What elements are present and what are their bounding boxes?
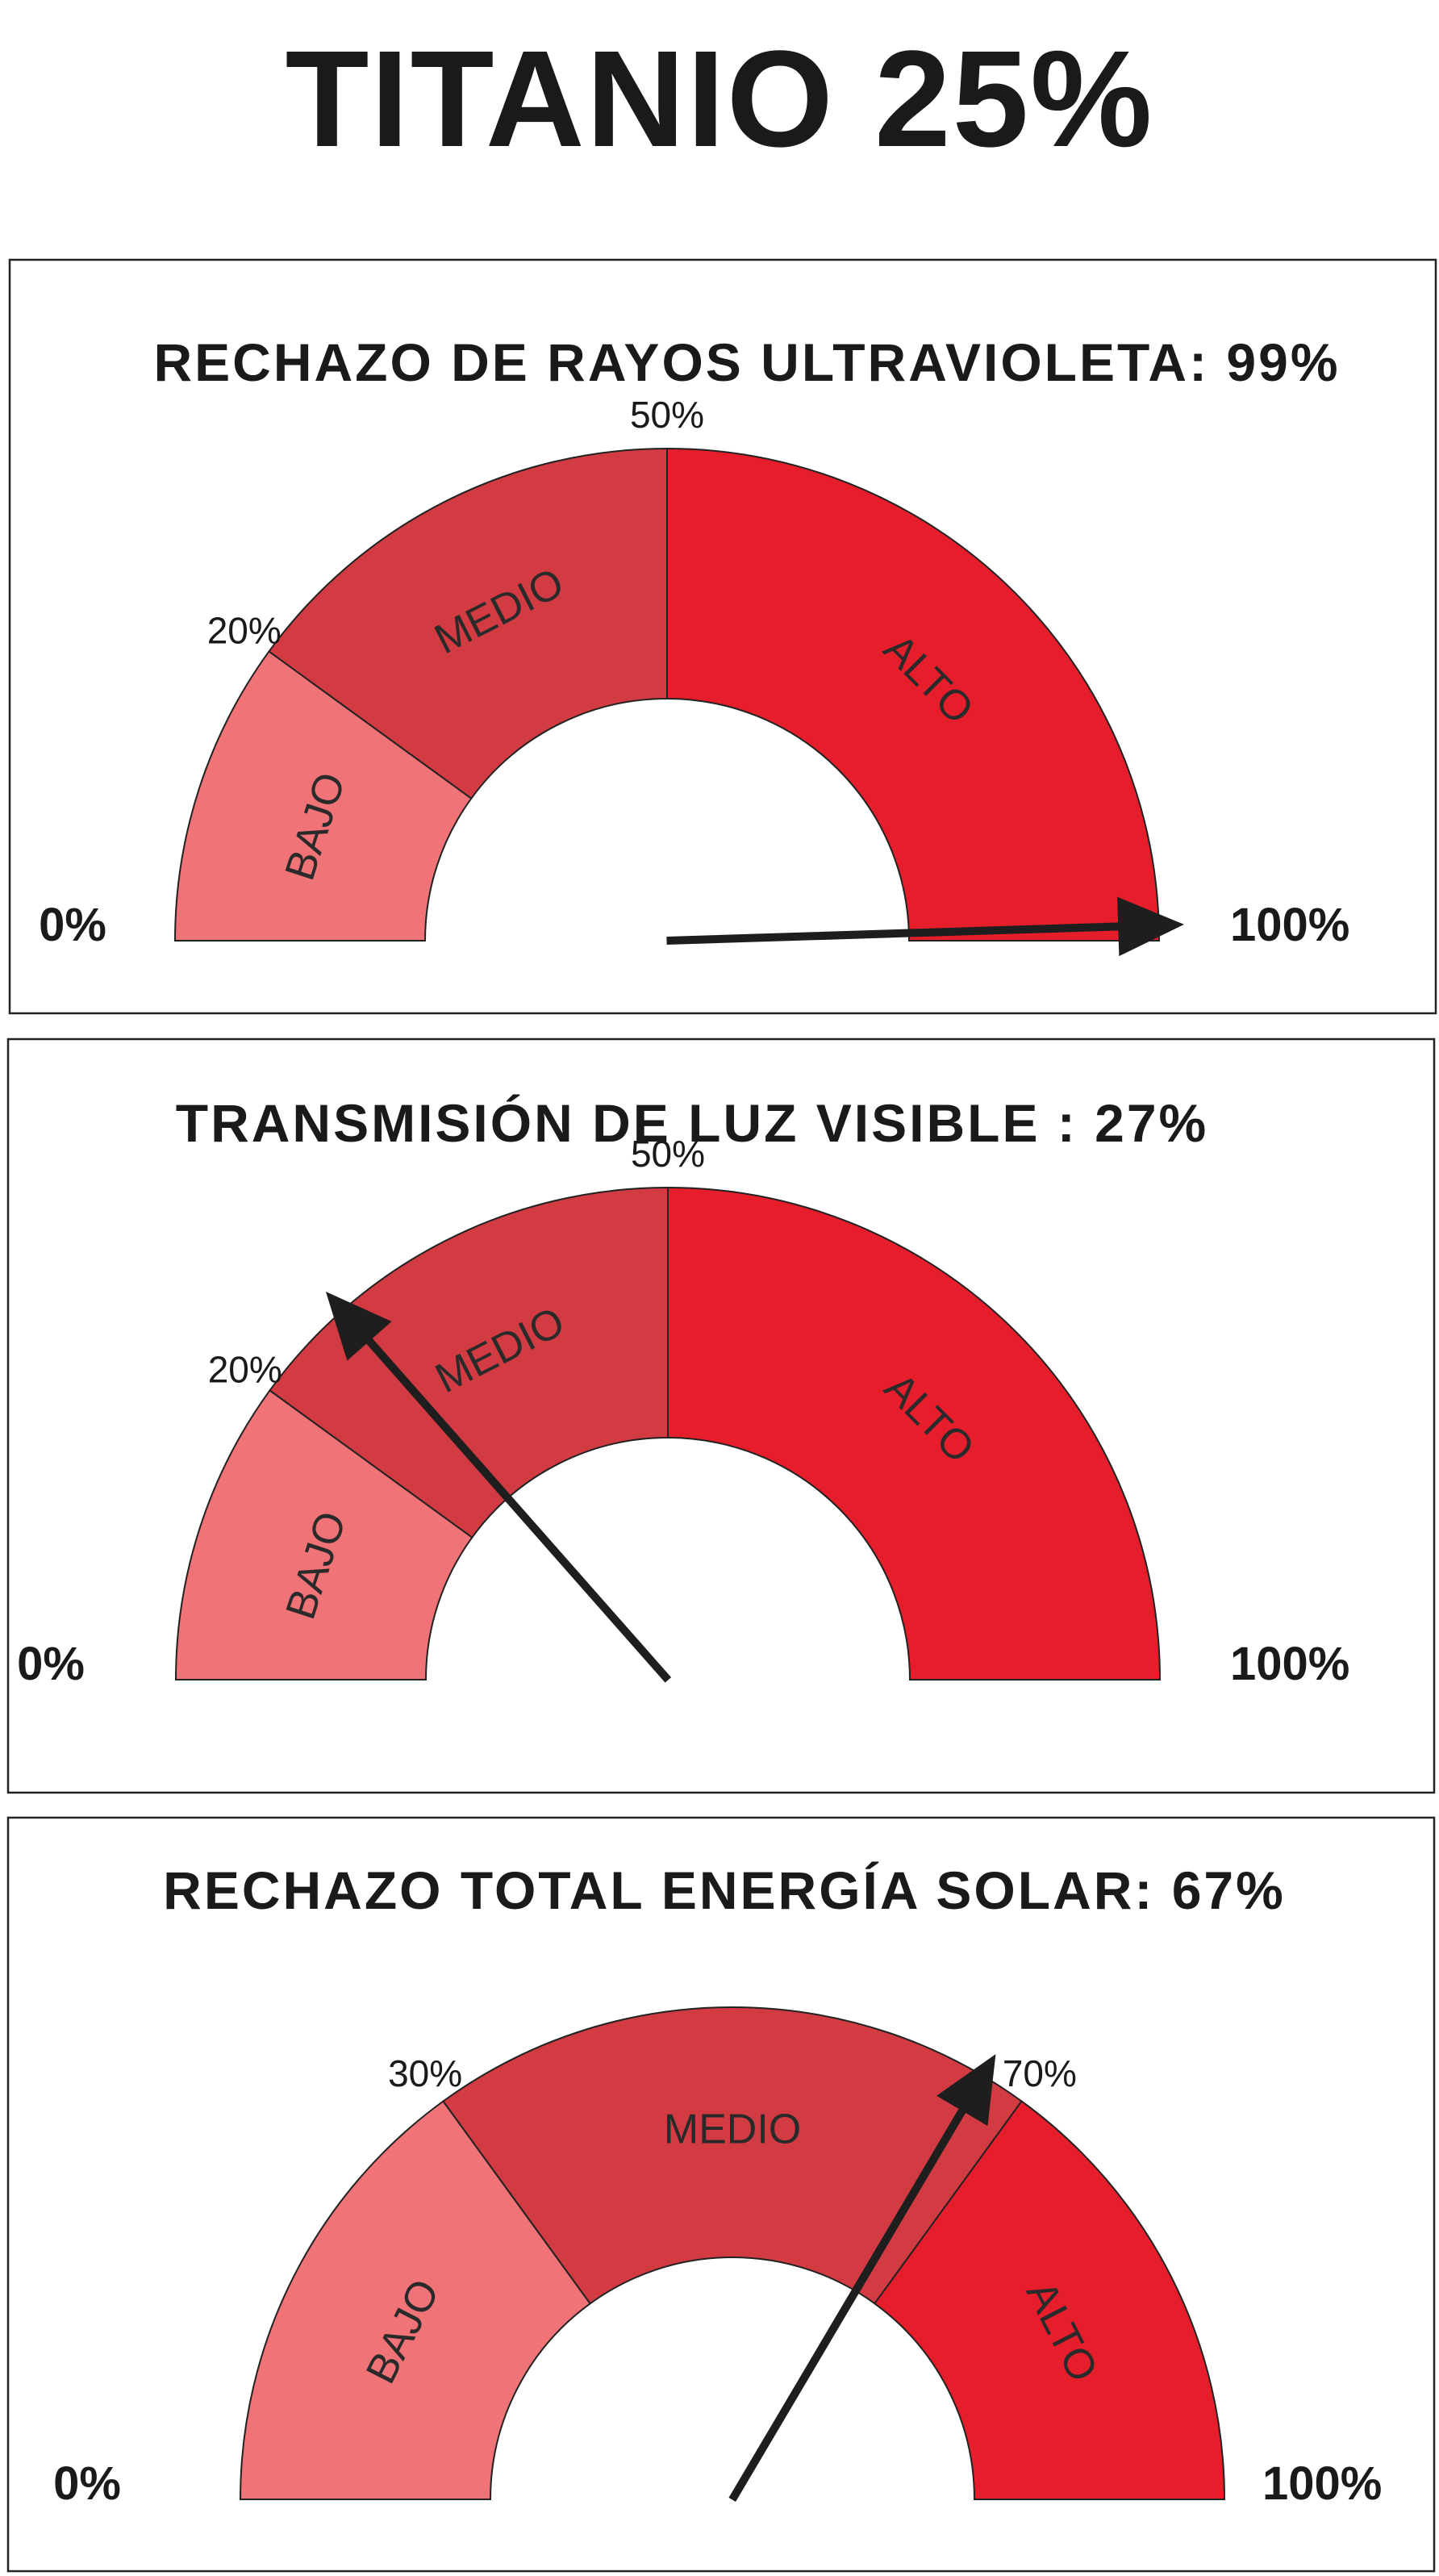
min-label: 0%: [17, 1638, 85, 1690]
gauge-title: TRANSMISIÓN DE LUZ VISIBLE : 27%: [176, 1093, 1208, 1153]
zone-bajo: [174, 1389, 473, 1680]
zone-medio: [268, 447, 668, 800]
needle-head: [1117, 896, 1184, 957]
max-label: 100%: [1262, 2457, 1382, 2510]
threshold-label: 20%: [208, 1348, 282, 1390]
min-label: 0%: [53, 2457, 121, 2510]
panel-frame: [6, 1037, 1436, 1794]
threshold-label: 20%: [207, 609, 282, 651]
needle-head: [936, 2054, 996, 2127]
zone-bajo: [173, 650, 473, 941]
max-label: 100%: [1230, 899, 1349, 951]
gauge-panel-solar: RECHAZO TOTAL ENERGÍA SOLAR: 67% BAJOMED…: [6, 1816, 1436, 2573]
threshold-label: 50%: [630, 394, 704, 436]
zone-alto: [666, 447, 1161, 941]
panel-frame: [8, 258, 1437, 1015]
page-title: TITANIO 25%: [285, 23, 1154, 176]
gauge-title: RECHAZO DE RAYOS ULTRAVIOLETA: 99%: [153, 332, 1340, 392]
threshold-label: 30%: [388, 2052, 462, 2094]
threshold-label: 50%: [631, 1133, 705, 1175]
panel-frame: [6, 1816, 1436, 2573]
threshold-label: 70%: [1003, 2052, 1077, 2094]
gauge-title: RECHAZO TOTAL ENERGÍA SOLAR: 67%: [163, 1860, 1286, 1920]
zone-label-medio: MEDIO: [664, 2106, 801, 2153]
zone-alto: [667, 1186, 1162, 1680]
max-label: 100%: [1230, 1638, 1349, 1690]
gauge-panel-luz: TRANSMISIÓN DE LUZ VISIBLE : 27% BAJOMED…: [6, 1037, 1436, 1794]
zone-bajo: [239, 2100, 592, 2500]
gauge-panel-uv: RECHAZO DE RAYOS ULTRAVIOLETA: 99% BAJOM…: [8, 258, 1437, 1015]
min-label: 0%: [39, 899, 106, 951]
zone-medio: [269, 1186, 669, 1539]
zone-alto: [873, 2100, 1226, 2500]
needle-head: [325, 1292, 392, 1361]
